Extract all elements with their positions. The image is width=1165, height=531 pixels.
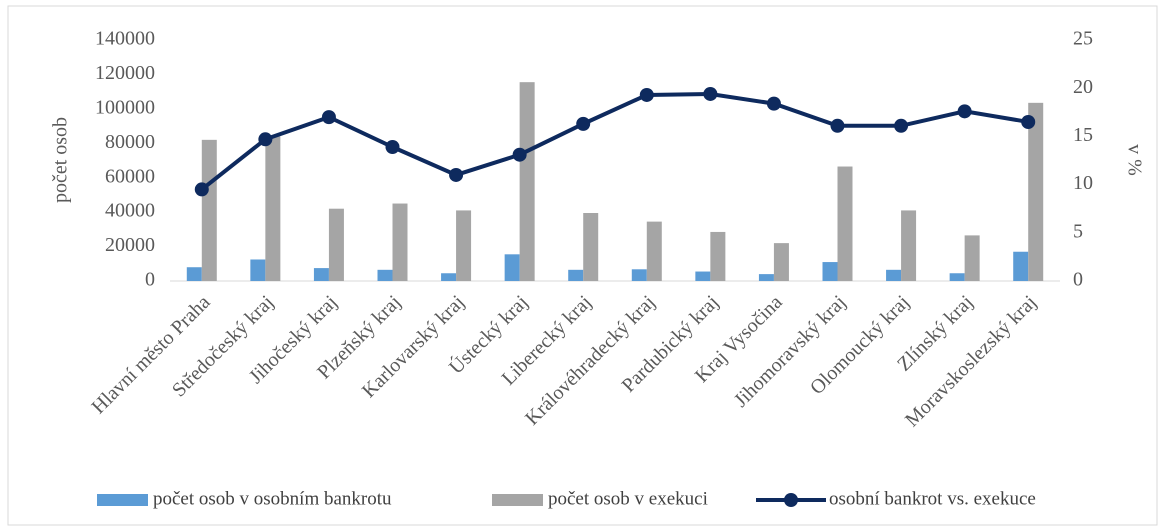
line-marker — [449, 167, 464, 182]
line-marker — [512, 147, 527, 162]
bar — [886, 269, 902, 281]
bar — [758, 274, 774, 281]
bar — [377, 269, 393, 281]
bar — [1013, 251, 1029, 281]
line — [200, 91, 1029, 191]
bar — [695, 271, 711, 281]
y-tick-label: 40000 — [105, 200, 155, 222]
bar — [964, 235, 980, 281]
bar — [949, 273, 965, 281]
y-tick-label: 0 — [145, 269, 155, 291]
line-marker — [576, 116, 591, 131]
bar — [568, 269, 584, 281]
bar — [392, 203, 408, 281]
bar — [186, 267, 202, 281]
bar — [583, 213, 599, 281]
legend-label: počet osob v osobním bankrotu — [153, 488, 392, 509]
line-marker — [957, 104, 972, 119]
y2-tick-label: 15 — [1073, 124, 1093, 146]
y-tick-label: 140000 — [95, 28, 155, 50]
legend-marker — [784, 493, 798, 507]
bar — [901, 210, 917, 281]
bar — [1028, 102, 1044, 281]
bar — [313, 268, 329, 281]
y-tick-label: 20000 — [105, 234, 155, 256]
bar — [773, 243, 789, 281]
line-marker — [194, 182, 209, 197]
y2-tick-label: 10 — [1073, 172, 1093, 194]
bar — [822, 262, 838, 281]
line-marker — [1021, 114, 1036, 129]
bar — [504, 254, 520, 281]
bar — [441, 273, 457, 281]
bar — [265, 136, 281, 281]
y-tick-label: 80000 — [105, 131, 155, 153]
bar — [837, 166, 853, 281]
y-tick-label: 60000 — [105, 165, 155, 187]
line-marker — [639, 87, 654, 102]
y2-tick-label: 25 — [1073, 28, 1093, 50]
y-tick-label: 100000 — [95, 96, 155, 118]
line-marker — [258, 132, 273, 147]
bar — [328, 208, 344, 281]
line-marker — [766, 96, 781, 111]
line-marker — [385, 140, 400, 155]
bar — [201, 139, 217, 281]
bar — [250, 259, 266, 281]
bar — [631, 269, 647, 281]
legend-swatch — [97, 494, 148, 506]
legend-swatch — [492, 494, 543, 506]
bar — [710, 231, 726, 281]
chart-border — [7, 5, 1158, 526]
legend-label: osobní bankrot vs. exekuce — [829, 488, 1036, 509]
legend-label: počet osob v exekuci — [548, 488, 708, 509]
bar — [519, 82, 535, 281]
line-marker — [894, 118, 909, 133]
bar — [456, 210, 472, 281]
y2-tick-label: 20 — [1073, 76, 1093, 98]
line-marker — [830, 118, 845, 133]
y2-tick-label: 0 — [1073, 269, 1083, 291]
y2-axis-title: v % — [1123, 144, 1145, 176]
bar — [646, 221, 662, 281]
line-marker — [703, 86, 718, 101]
line-marker — [321, 110, 336, 125]
y2-tick-label: 5 — [1073, 220, 1083, 242]
y-tick-label: 120000 — [95, 62, 155, 84]
y-axis-title: počet osob — [50, 117, 72, 203]
